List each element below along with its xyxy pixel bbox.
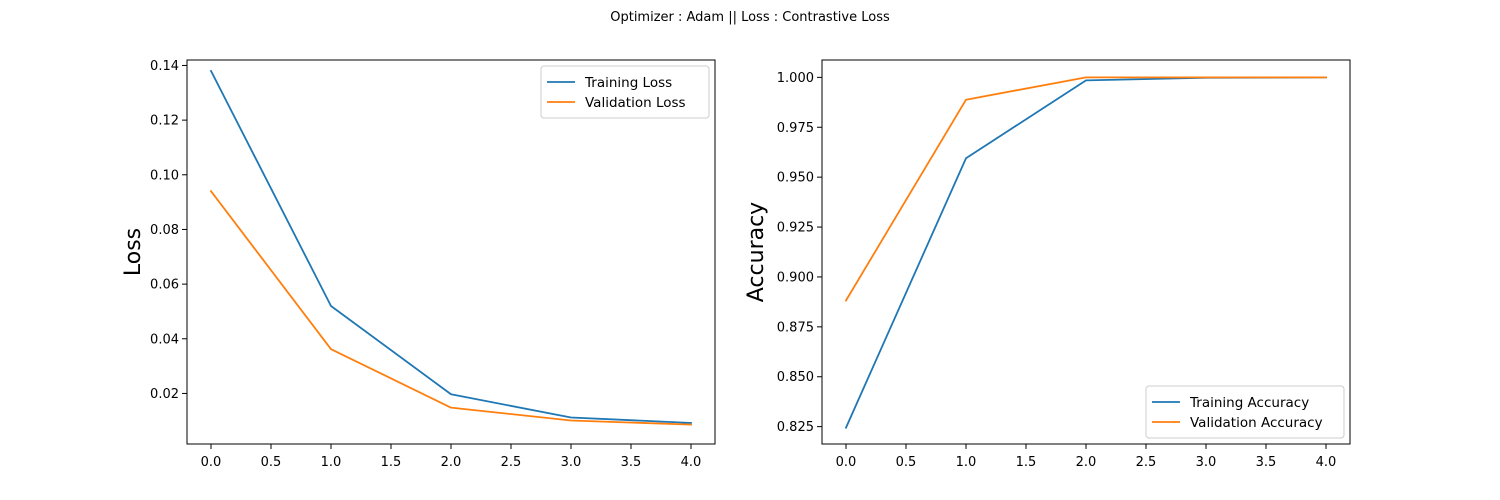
x-tick-label: 0.0 (836, 455, 857, 470)
x-tick-label: 3.5 (1256, 455, 1277, 470)
x-tick-label: 2.5 (501, 455, 522, 470)
x-tick-label: 2.0 (441, 455, 462, 470)
y-tick-label: 0.08 (150, 223, 179, 238)
y-tick-label: 1.000 (777, 71, 814, 86)
y-tick-label: 0.825 (777, 420, 814, 435)
legend-label: Training Accuracy (1189, 395, 1309, 411)
series-line-training-loss (209, 69, 692, 424)
x-tick-label: 0.0 (201, 455, 222, 470)
y-tick-label: 0.10 (150, 168, 179, 183)
y-tick-label: 0.02 (150, 387, 179, 402)
series-line-validation-loss (209, 189, 692, 426)
y-axis-label: Accuracy (744, 202, 769, 302)
y-tick-label: 0.850 (777, 370, 814, 385)
y-tick-label: 0.925 (777, 221, 814, 236)
legend-box (1145, 385, 1345, 439)
x-tick-label: 4.0 (681, 455, 702, 470)
x-tick-label: 1.0 (321, 455, 342, 470)
legend-label: Validation Loss (585, 95, 686, 111)
x-tick-label: 3.5 (621, 455, 642, 470)
x-tick-label: 0.5 (261, 455, 282, 470)
legend-label: Validation Accuracy (1190, 415, 1323, 431)
legend-box (540, 65, 710, 119)
y-axis-label: Loss (121, 228, 146, 276)
x-tick-label: 0.5 (896, 455, 917, 470)
x-tick-label: 3.0 (561, 455, 582, 470)
y-tick-label: 0.975 (777, 121, 814, 136)
y-tick-label: 0.875 (777, 320, 814, 335)
legend-label: Training Loss (584, 75, 672, 91)
figure-suptitle: Optimizer : Adam || Loss : Contrastive L… (610, 10, 890, 25)
y-tick-label: 0.900 (777, 270, 814, 285)
x-tick-label: 1.5 (1016, 455, 1037, 470)
accuracy-chart: 0.0 0.5 1.0 1.5 2.0 2.5 3.0 3.5 4.0 0.825 0.850 0.8… (744, 59, 1351, 470)
y-tick-label: 0.04 (150, 332, 179, 347)
x-tick-label: 1.5 (381, 455, 402, 470)
legend: Training Accuracy Validation Accuracy (1145, 385, 1345, 439)
y-tick-label: 0.950 (777, 171, 814, 186)
x-tick-label: 4.0 (1316, 455, 1337, 470)
x-tick-label: 2.5 (1136, 455, 1157, 470)
y-tick-label: 0.14 (150, 59, 179, 74)
y-tick-label: 0.12 (150, 114, 179, 129)
loss-chart: 0.0 0.5 1.0 1.5 2.0 2.5 3.0 3.5 4.0 0.02 0.04 0.06 0… (121, 59, 716, 470)
series-line-training-accuracy (844, 76, 1327, 429)
series-line-validation-accuracy (844, 76, 1327, 302)
x-tick-label: 3.0 (1196, 455, 1217, 470)
plot-frame (821, 59, 1351, 445)
y-tick-label: 0.06 (150, 278, 179, 293)
x-tick-label: 2.0 (1076, 455, 1097, 470)
plot-frame (186, 59, 716, 445)
legend: Training Loss Validation Loss (540, 65, 710, 119)
x-tick-label: 1.0 (956, 455, 977, 470)
